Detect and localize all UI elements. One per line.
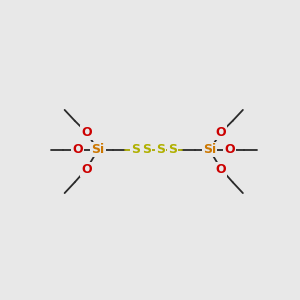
Text: O: O: [216, 126, 226, 139]
Text: O: O: [224, 143, 235, 157]
Text: O: O: [81, 163, 92, 176]
Text: O: O: [81, 126, 92, 139]
Text: O: O: [216, 163, 226, 176]
Text: S: S: [131, 143, 140, 157]
Text: O: O: [73, 143, 83, 157]
Text: S: S: [168, 143, 177, 157]
Text: Si: Si: [203, 143, 216, 157]
Text: Si: Si: [92, 143, 104, 157]
Text: S: S: [142, 143, 151, 157]
Text: S: S: [156, 143, 165, 157]
